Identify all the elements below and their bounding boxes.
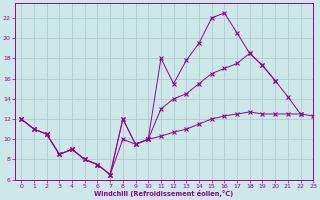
X-axis label: Windchill (Refroidissement éolien,°C): Windchill (Refroidissement éolien,°C) (94, 190, 234, 197)
